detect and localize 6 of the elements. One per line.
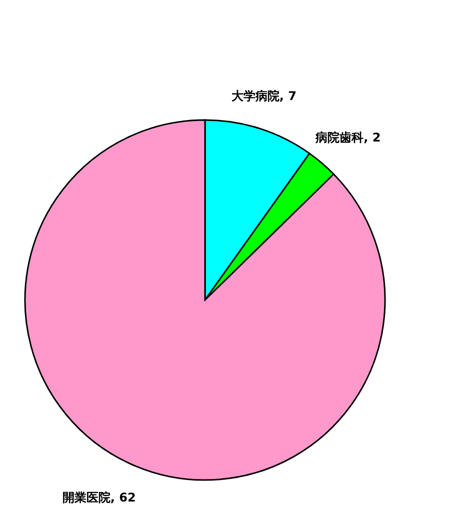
data-label: , 62 [110, 490, 136, 504]
slice-label: 大学病院 [231, 89, 280, 104]
slice-label: 病院歯科 [314, 130, 364, 144]
slice-label: 開業医院 [62, 490, 110, 504]
data-label: , 2 [364, 130, 381, 144]
data-label: , 7 [279, 89, 296, 104]
